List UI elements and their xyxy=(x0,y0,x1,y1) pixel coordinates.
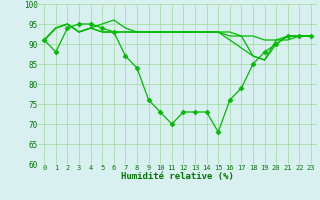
X-axis label: Humidité relative (%): Humidité relative (%) xyxy=(121,172,234,181)
